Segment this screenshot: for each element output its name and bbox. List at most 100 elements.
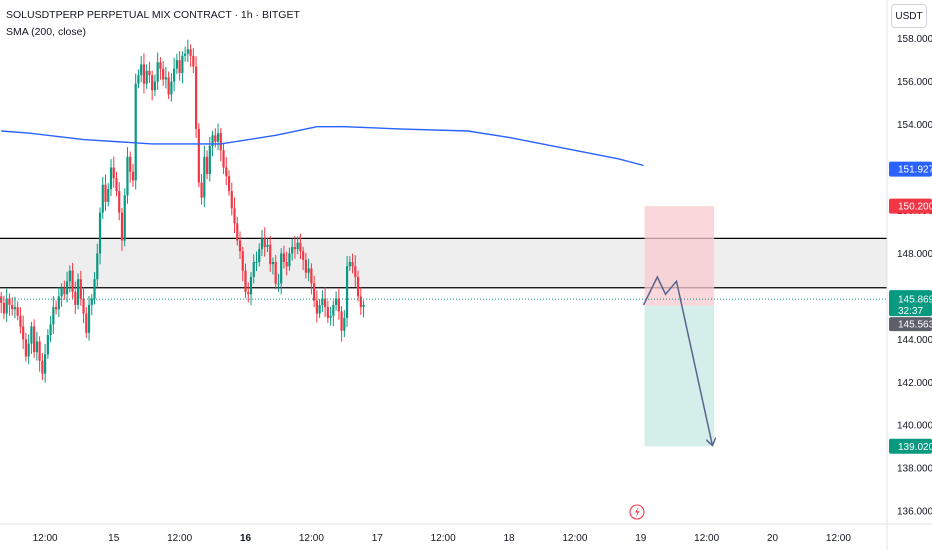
candle-body <box>156 62 159 82</box>
candle <box>109 159 113 197</box>
candle <box>263 227 266 257</box>
candle-body <box>76 279 80 305</box>
candle <box>79 270 82 306</box>
candle-body <box>321 298 324 305</box>
svg-text:150.200: 150.200 <box>898 202 932 213</box>
candle <box>11 297 14 316</box>
candle <box>184 46 187 62</box>
candle <box>76 273 80 310</box>
candle <box>318 299 321 319</box>
candle-body <box>148 70 151 76</box>
candle <box>148 61 151 83</box>
candle-body <box>291 246 294 254</box>
candle-body <box>74 292 77 305</box>
candle-body <box>324 298 327 308</box>
candle <box>63 280 66 301</box>
candle <box>362 300 365 318</box>
candle <box>230 182 233 216</box>
candle-body <box>197 128 200 183</box>
y-tick-label: 154.000 <box>897 120 932 131</box>
candle-body <box>329 315 332 318</box>
candle-body <box>222 150 225 168</box>
candle <box>293 236 297 259</box>
svg-text:145.869: 145.869 <box>898 294 932 305</box>
svg-text:32:37: 32:37 <box>898 306 923 317</box>
candle-body <box>13 307 17 310</box>
candle-body <box>109 167 113 189</box>
x-tick-label: 12:00 <box>562 533 587 544</box>
candle-body <box>302 251 305 260</box>
candle-body <box>315 300 318 314</box>
candle <box>313 275 316 308</box>
candle-body <box>118 191 121 213</box>
candle-body <box>104 184 107 202</box>
candle <box>304 252 307 279</box>
y-tick-label: 144.000 <box>897 335 932 346</box>
candle-body <box>30 326 33 344</box>
candle-body <box>249 277 253 295</box>
candle <box>101 176 104 220</box>
candle-body <box>307 268 310 273</box>
chart-title: SOLUSDTPERP PERPETUAL MIX CONTRACT · 1h … <box>6 9 300 21</box>
candle-body <box>337 298 340 312</box>
candle-body <box>351 262 354 267</box>
candle <box>178 51 181 81</box>
sma-legend[interactable]: SMA (200, close) <box>6 26 86 38</box>
candle-body <box>258 249 261 262</box>
candle-body <box>277 283 280 285</box>
candle <box>65 271 69 303</box>
candle <box>156 52 159 90</box>
currency-button[interactable]: USDT <box>891 4 927 28</box>
candle <box>137 69 140 89</box>
candle-body <box>304 259 307 273</box>
candle-body <box>293 246 297 250</box>
candle <box>247 282 250 303</box>
candle-body <box>55 307 58 310</box>
candle-body <box>175 60 178 69</box>
candle-body <box>184 53 187 56</box>
x-tick-label: 12:00 <box>694 533 719 544</box>
projection-arrow <box>642 275 713 445</box>
candle <box>0 291 3 314</box>
candle-body <box>173 68 176 82</box>
svg-text:151.927: 151.927 <box>898 165 932 176</box>
candle <box>107 183 110 207</box>
candle-body <box>236 223 239 241</box>
candle <box>356 270 360 302</box>
candle <box>90 293 93 316</box>
candle-body <box>49 324 52 336</box>
candle-body <box>269 244 272 265</box>
candle-body <box>255 262 258 263</box>
candle-body <box>260 238 264 250</box>
candle-body <box>211 135 214 147</box>
candle <box>173 57 176 92</box>
candle <box>334 291 338 311</box>
candle <box>343 310 346 338</box>
candle-body <box>145 70 148 84</box>
candle-body <box>326 307 329 318</box>
sma-200-line <box>1 125 644 167</box>
y-tick-label: 138.000 <box>897 464 932 475</box>
candle-body <box>71 270 74 293</box>
candle-body <box>296 242 299 250</box>
candle-body <box>151 75 154 91</box>
candle-body <box>244 270 247 293</box>
candle <box>104 174 107 211</box>
candle-body <box>82 298 85 314</box>
candle-body <box>115 178 118 192</box>
candle-body <box>313 283 316 301</box>
candle <box>85 307 88 339</box>
candle <box>340 306 343 342</box>
candle <box>315 290 318 323</box>
candle <box>214 128 217 148</box>
candle-body <box>189 49 192 56</box>
candle <box>225 157 228 186</box>
candle-body <box>227 176 231 192</box>
candle-body <box>263 238 266 247</box>
candle-body <box>186 49 189 54</box>
candle-body <box>178 60 181 74</box>
candle <box>307 258 310 282</box>
candle <box>93 272 96 305</box>
candle <box>41 353 44 381</box>
